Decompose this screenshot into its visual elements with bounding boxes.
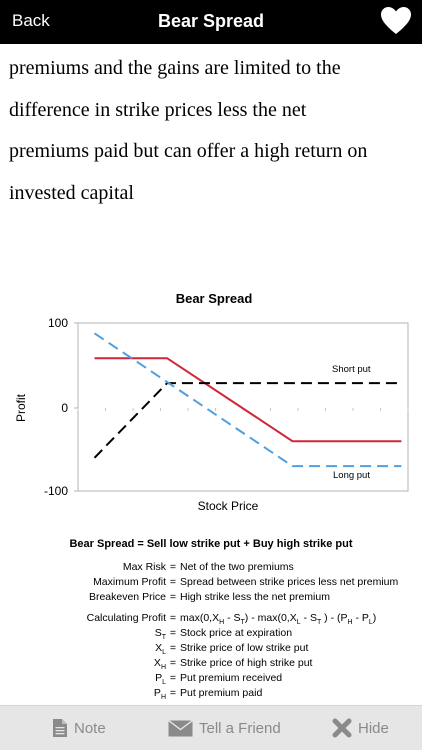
hide-label: Hide xyxy=(358,719,389,737)
y-axis-ticks: 100 0 -100 xyxy=(44,316,78,498)
series-lines xyxy=(93,332,402,468)
plot-area xyxy=(77,322,409,492)
variable-definition: Put premium received xyxy=(180,672,283,684)
note-label: Note xyxy=(74,719,106,737)
heart-icon[interactable] xyxy=(380,6,412,36)
variable-definition: Put premium paid xyxy=(180,687,263,699)
formula-block: Bear Spread = Sell low strike put + Buy … xyxy=(0,538,422,701)
definition-row: Maximum Profit = Spread between strike p… xyxy=(0,575,422,590)
note-icon xyxy=(53,719,67,737)
variable-symbol: XH xyxy=(153,657,166,672)
x-axis-label: Stock Price xyxy=(198,499,259,513)
calculation-label: Calculating Profit xyxy=(86,612,166,624)
definition-label: Breakeven Price xyxy=(88,591,166,603)
variable-symbol: PL xyxy=(155,672,166,687)
variable-symbol: ST xyxy=(154,627,166,642)
definition-value: High strike less the net premium xyxy=(180,591,330,603)
back-button[interactable]: Back xyxy=(12,11,50,30)
y-axis-label: Profit xyxy=(14,393,28,422)
article-line: premiums paid but can offer a high retur… xyxy=(9,140,368,162)
variable-symbol: PH xyxy=(153,687,166,702)
nav-bar: Back Bear Spread xyxy=(0,0,422,44)
variable-definition: Strike price of low strike put xyxy=(180,642,309,654)
variable-list: ST = Stock price at expiration XL = Strike pr… xyxy=(0,626,422,701)
y-tick-label: 100 xyxy=(48,316,68,330)
calculation-expression: max(0,XH - ST) - max(0,XL - ST ) - (PH -… xyxy=(180,612,377,627)
annotation-long-put: Long put xyxy=(333,470,370,481)
formula-title: Bear Spread = Sell low strike put + Buy … xyxy=(69,538,353,550)
definition-label: Maximum Profit xyxy=(93,576,166,588)
article-line: difference in strike prices less the net xyxy=(9,98,307,121)
annotation-short-put: Short put xyxy=(332,364,371,375)
chart-title: Bear Spread xyxy=(176,291,253,306)
variable-row: XH = Strike price of high strike put xyxy=(0,656,422,671)
page-title: Bear Spread xyxy=(157,11,265,31)
definition-row: Max Risk = Net of the two premiums xyxy=(0,560,422,575)
variable-row: XL = Strike price of low strike put xyxy=(0,641,422,656)
definition-row: Breakeven Price = High strike less the n… xyxy=(0,590,422,605)
variable-row: PH = Put premium paid xyxy=(0,686,422,701)
y-tick-label: 0 xyxy=(61,401,68,415)
variable-definition: Stock price at expiration xyxy=(180,627,293,639)
y-tick-label: -100 xyxy=(44,484,68,498)
tell-a-friend-button[interactable]: Tell a Friend xyxy=(168,706,281,750)
article-line: premiums and the gains are limited to th… xyxy=(9,57,341,79)
note-button[interactable]: Note xyxy=(52,706,106,750)
definition-value: Net of the two premiums xyxy=(180,561,294,573)
variable-row: PL = Put premium received xyxy=(0,671,422,686)
short-put-line xyxy=(93,382,402,459)
definition-label: Max Risk xyxy=(122,561,166,573)
envelope-icon xyxy=(168,719,193,736)
long-put-line xyxy=(93,332,402,468)
close-icon xyxy=(332,718,352,738)
article-text: premiums and the gains are limited to th… xyxy=(9,48,413,214)
calculation-row: Calculating Profit = max(0,XH - ST) - ma… xyxy=(0,611,422,626)
tell-a-friend-label: Tell a Friend xyxy=(199,719,281,737)
variable-symbol: XL xyxy=(155,642,166,657)
variable-definition: Strike price of high strike put xyxy=(180,657,313,669)
definition-value: Spread between strike prices less net pr… xyxy=(180,576,399,588)
article-line: invested capital xyxy=(9,181,134,204)
hide-button[interactable]: Hide xyxy=(332,706,389,750)
variable-row: ST = Stock price at expiration xyxy=(0,626,422,641)
bottom-toolbar: Note Tell a Friend Hide xyxy=(0,705,422,750)
